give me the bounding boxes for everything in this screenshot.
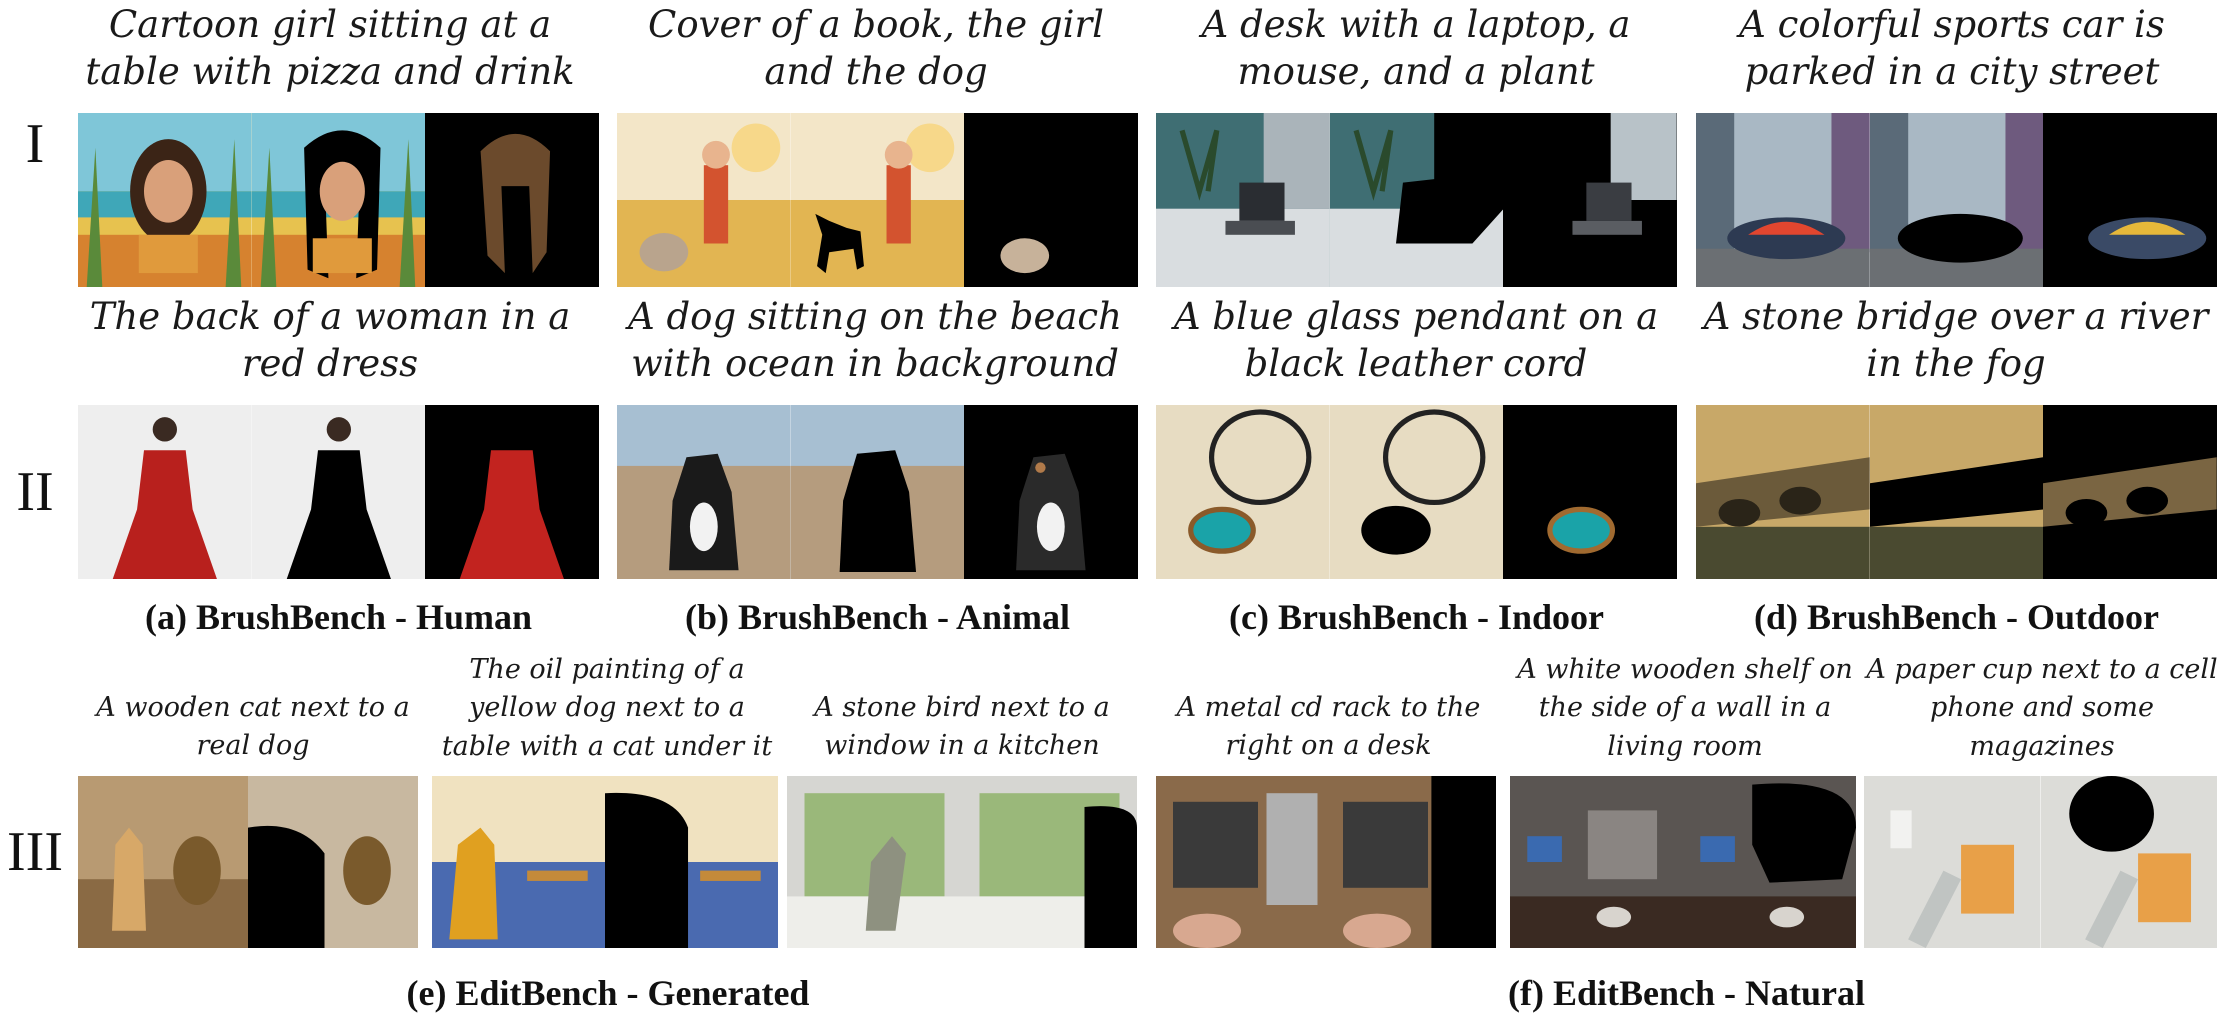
image-original [1864,776,2041,948]
caption-row3-4: A metal cd rack to the right on a desk [1176,692,1481,762]
strip-sports-car [1696,113,2217,287]
image-mask-region [964,405,1138,579]
strip-white-shelf [1510,776,1856,948]
image-mask-overlay [962,776,1137,948]
image-original [432,776,605,948]
image-original [1156,776,1326,948]
image-original [78,113,252,287]
strip-stone-bird [787,776,1137,948]
caption-row3-2: The oil painting of a yellow dog next to… [441,654,773,762]
strip-paper-cup [1864,776,2217,948]
strip-wooden-cat [78,776,418,948]
caption-row1-4: A colorful sports car is parked in a cit… [1739,3,2165,93]
strip-stone-bridge [1696,405,2217,579]
caption-row2-1: The back of a woman in a red dress [89,295,571,385]
image-original [1156,113,1330,287]
row-label-3: III [7,821,63,883]
image-masked [251,405,426,579]
image-mask-overlay [2040,776,2217,948]
image-original [1696,113,1870,287]
panel-title-b: (b) BrushBench - Animal [684,597,1071,637]
image-original [787,776,962,948]
strip-desk-laptop [1156,113,1677,287]
image-mask-overlay [1683,776,1856,948]
image-mask-overlay [605,776,778,948]
caption-row1-3: A desk with a laptop, a mouse, and a pla… [1201,3,1631,93]
image-original [78,405,252,579]
caption-row3-3: A stone bird next to a window in a kitch… [814,692,1110,762]
image-mask-region [1503,113,1677,287]
image-mask-region [1503,405,1677,579]
caption-row3-5: A white wooden shelf on the side of a wa… [1517,654,1853,762]
image-original [1156,405,1330,579]
strip-woman-red-dress [78,405,599,579]
strip-pendant [1156,405,1677,579]
caption-row3-1: A wooden cat next to a real dog [96,692,410,762]
image-masked [1869,113,2044,287]
image-masked [1869,405,2044,579]
caption-row2-2: A dog sitting on the beach with ocean in… [628,295,1122,385]
panel-title-d: (d) BrushBench - Outdoor [1753,597,2160,637]
caption-row1-2: Cover of a book, the girl and the dog [648,3,1104,93]
image-original [1696,405,1870,579]
image-mask-overlay [248,776,418,948]
image-masked [790,113,965,287]
image-original [78,776,248,948]
image-original [617,405,791,579]
caption-row2-3: A blue glass pendant on a black leather … [1173,295,1659,385]
caption-row1-1: Cartoon girl sitting at a table with piz… [85,3,575,93]
image-masked [1329,405,1504,579]
row-label-2: II [16,461,54,523]
image-mask-region [964,113,1138,287]
image-mask-region [2043,405,2217,579]
image-masked [790,405,965,579]
caption-row2-4: A stone bridge over a river in the fog [1703,295,2209,385]
strip-dog-beach [617,405,1138,579]
row-label-1: I [25,113,45,175]
image-mask-region [2043,113,2217,287]
image-original [617,113,791,287]
image-mask-region [425,113,599,287]
strip-yellow-dog-painting [432,776,778,948]
panel-title-e: (e) EditBench - Generated [406,973,810,1013]
strip-cd-rack [1156,776,1496,948]
image-mask-region [425,405,599,579]
caption-row3-6: A paper cup next to a cell phone and som… [1866,654,2218,762]
panel-title-c: (c) BrushBench - Indoor [1228,597,1605,637]
panel-title-f: (f) EditBench - Natural [1508,973,1865,1013]
image-mask-overlay [1326,776,1496,948]
image-original [1510,776,1683,948]
strip-girl-pizza [78,113,599,287]
panel-title-a: (a) BrushBench - Human [144,597,533,637]
image-masked [1329,113,1504,287]
strip-girl-dog [617,113,1138,287]
image-masked [251,113,426,287]
